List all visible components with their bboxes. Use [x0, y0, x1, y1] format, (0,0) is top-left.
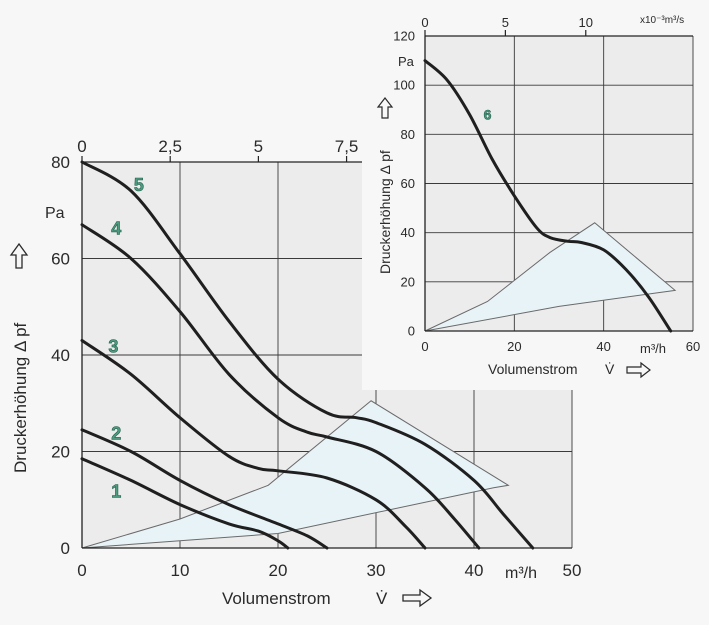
- x-tick-label: 50: [563, 561, 582, 580]
- main-curves: [80, 160, 535, 550]
- y-tick-label: 0: [61, 539, 70, 558]
- curve-label-6: 6: [484, 107, 492, 123]
- inset-y-unit: Pa: [398, 54, 415, 69]
- curve-1: [80, 457, 290, 550]
- curve-2: [80, 428, 329, 550]
- main-operating-region: [81, 400, 510, 549]
- main-x-arrow-icon: [402, 588, 433, 608]
- inset-x-arrow-icon: [626, 361, 651, 379]
- curve-label-4: 4: [111, 218, 121, 238]
- y-tick-label: 120: [393, 29, 415, 44]
- x-tick-label: 0: [421, 339, 428, 354]
- top-tick-label: 0: [77, 137, 86, 156]
- main-x-ticks: 0 10 20 30 40 50: [77, 561, 581, 580]
- main-y-unit: Pa: [45, 205, 65, 222]
- x-tick-label: 10: [171, 561, 190, 580]
- inset-top-ticks: 0 5 10: [421, 15, 593, 36]
- main-curve-labels: 1 2 3 4 5: [108, 175, 144, 502]
- curve-3: [80, 339, 427, 550]
- top-tick-label: 0: [421, 15, 428, 30]
- top-tick-label: 7,5: [335, 137, 359, 156]
- top-tick-label: 10: [579, 15, 593, 30]
- y-tick-label: 80: [401, 127, 415, 142]
- main-x-symbol: V̇: [376, 589, 388, 608]
- inset-x-label: Volumenstrom: [488, 361, 577, 377]
- top-tick-label: 5: [502, 15, 509, 30]
- y-tick-label: 40: [401, 225, 415, 240]
- main-y-label: Druckerhöhung Δ pf: [11, 322, 30, 473]
- curve-label-1: 1: [111, 481, 121, 501]
- inset-top-unit: x10⁻³m³/s: [640, 15, 684, 26]
- x-tick-label: 0: [77, 561, 86, 580]
- curve-5: [80, 160, 535, 550]
- inset-x-ticks: 0 20 40 60: [421, 339, 700, 354]
- curve-label-3: 3: [108, 337, 118, 357]
- y-tick-label: 100: [393, 78, 415, 93]
- top-tick-label: 2,5: [158, 137, 182, 156]
- inset-curve-labels: 6: [483, 106, 492, 123]
- inset-curves: [423, 59, 673, 333]
- curve-6: [423, 59, 673, 333]
- curve-label-2: 2: [111, 423, 121, 443]
- y-tick-label: 60: [401, 176, 415, 191]
- main-y-ticks: 0 20 40 60 80: [51, 153, 70, 558]
- x-tick-label: 30: [367, 561, 386, 580]
- x-tick-label: 20: [507, 339, 521, 354]
- y-tick-label: 20: [51, 442, 70, 461]
- x-tick-label: 60: [686, 339, 700, 354]
- inset-y-label: Druckerhöhung Δ pf: [377, 150, 393, 274]
- inset-chart: 0 5 10 0 20 40 60 0 20 40 60 80 100 120 6 x10⁻³m³/s…: [362, 8, 709, 390]
- main-x-label: Volumenstrom: [222, 589, 331, 608]
- y-tick-label: 0: [408, 324, 415, 339]
- main-x-unit: m³/h: [505, 565, 537, 582]
- main-y-arrow-icon: [9, 242, 29, 269]
- main-top-ticks: 0 2,5 5 7,5: [77, 137, 358, 162]
- inset-operating-region: [424, 222, 677, 332]
- y-tick-label: 40: [51, 346, 70, 365]
- inset-x-unit: m³/h: [640, 341, 666, 356]
- inset-x-symbol: V̇: [605, 361, 615, 377]
- inset-y-arrow-icon: [376, 97, 394, 119]
- y-tick-label: 60: [51, 249, 70, 268]
- y-tick-label: 80: [51, 153, 70, 172]
- y-tick-label: 20: [401, 274, 415, 289]
- curve-4: [80, 223, 481, 550]
- x-tick-label: 40: [596, 339, 610, 354]
- x-tick-label: 20: [269, 561, 288, 580]
- inset-y-ticks: 0 20 40 60 80 100 120: [393, 29, 415, 339]
- curve-label-5: 5: [134, 175, 144, 195]
- x-tick-label: 40: [465, 561, 484, 580]
- top-tick-label: 5: [254, 137, 263, 156]
